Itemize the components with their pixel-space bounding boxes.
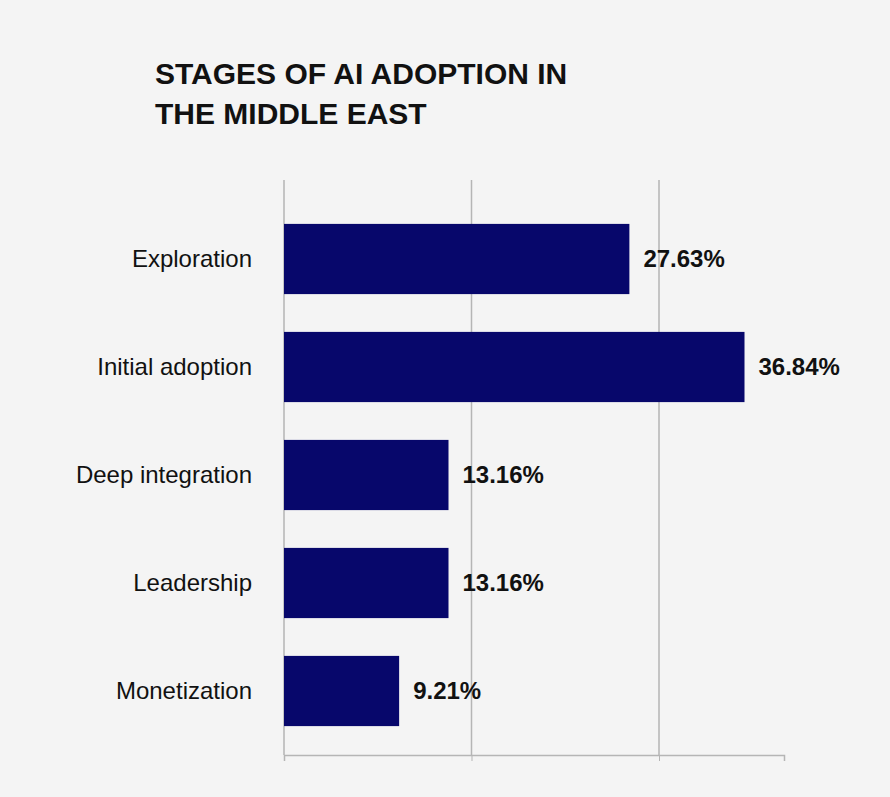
chart: STAGES OF AI ADOPTION INTHE MIDDLE EAST E… bbox=[0, 0, 890, 797]
y-tick-label: Leadership bbox=[133, 569, 252, 596]
y-tick-label: Initial adoption bbox=[97, 353, 252, 380]
x-tick bbox=[659, 755, 660, 761]
data-label: 36.84% bbox=[759, 353, 840, 380]
bar bbox=[284, 656, 399, 726]
y-tick-label: Deep integration bbox=[76, 461, 252, 488]
bar bbox=[284, 224, 629, 294]
y-tick-label: Exploration bbox=[132, 245, 252, 272]
bar bbox=[284, 440, 449, 510]
y-tick: Monetization bbox=[116, 677, 252, 704]
y-tick-label: Monetization bbox=[116, 677, 252, 704]
bars bbox=[284, 224, 745, 726]
x-axis-line bbox=[285, 756, 785, 762]
x-tick bbox=[284, 755, 285, 761]
x-tick-mark bbox=[659, 755, 660, 761]
grid bbox=[284, 180, 659, 755]
background bbox=[0, 0, 890, 797]
y-axis: Exploration Initial adoption Deep integrat… bbox=[76, 245, 252, 704]
y-tick: Leadership bbox=[133, 569, 252, 596]
data-label: 13.16% bbox=[463, 569, 544, 596]
x-tick bbox=[472, 755, 473, 761]
data-label: 27.63% bbox=[643, 245, 724, 272]
data-labels: 27.63% 36.84% 13.16% 13.16% 9.21% bbox=[413, 245, 840, 704]
x-tick-mark bbox=[472, 755, 473, 761]
y-tick: Deep integration bbox=[76, 461, 252, 488]
x-tick-mark bbox=[284, 755, 285, 761]
data-label: 13.16% bbox=[463, 461, 544, 488]
data-label: 9.21% bbox=[413, 677, 481, 704]
y-tick: Initial adoption bbox=[97, 353, 252, 380]
y-tick: Exploration bbox=[132, 245, 252, 272]
title: STAGES OF AI ADOPTION INTHE MIDDLE EAST bbox=[155, 57, 567, 130]
bar bbox=[284, 548, 449, 618]
bar bbox=[284, 332, 745, 402]
x-axis bbox=[285, 755, 785, 761]
